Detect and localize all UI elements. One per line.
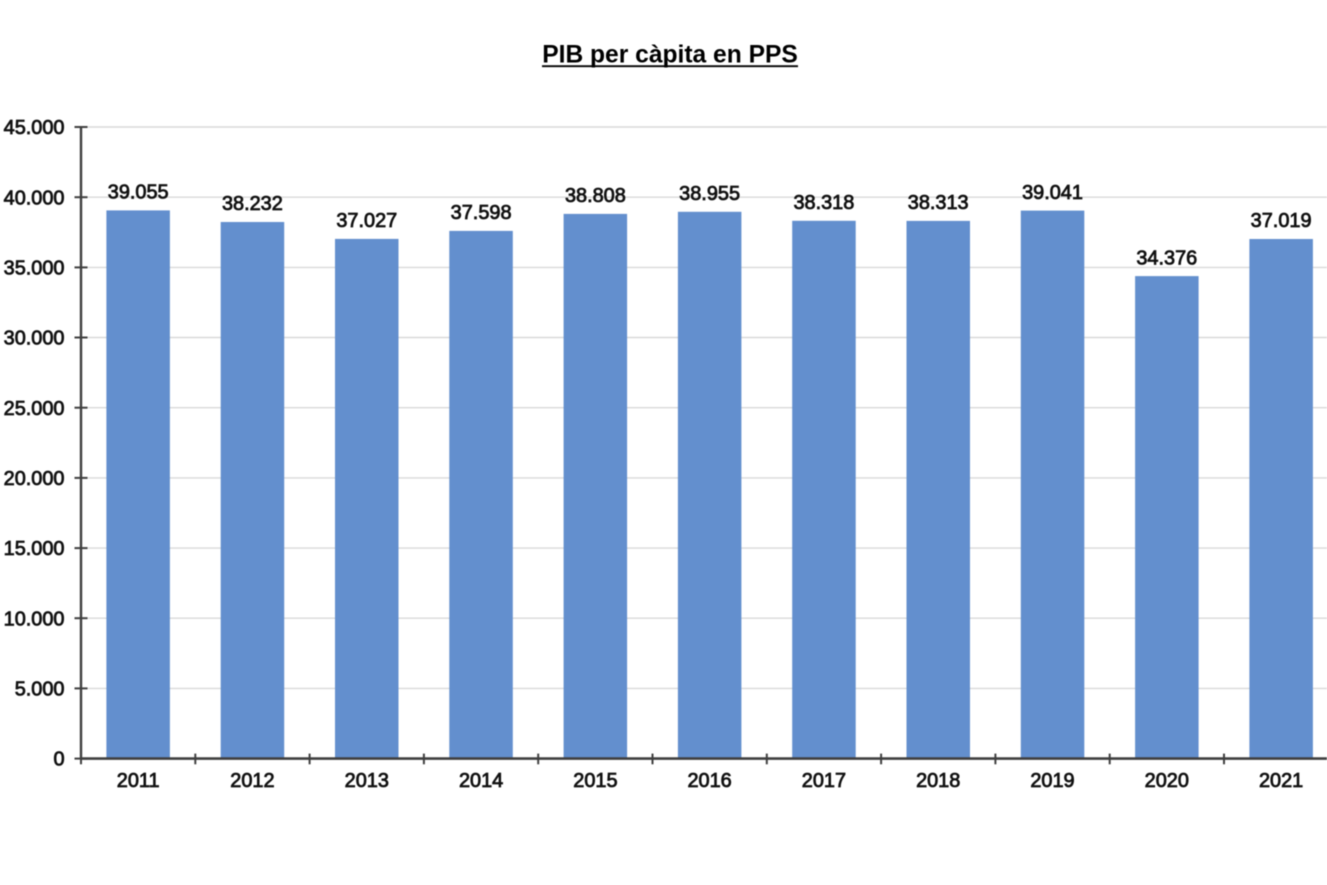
svg-text:5.000: 5.000 — [15, 679, 65, 701]
svg-text:38.808: 38.808 — [565, 185, 626, 207]
svg-text:40.000: 40.000 — [4, 187, 65, 209]
svg-text:2016: 2016 — [687, 770, 731, 792]
svg-text:38.232: 38.232 — [222, 193, 283, 215]
svg-text:2014: 2014 — [459, 770, 503, 792]
svg-text:10.000: 10.000 — [4, 608, 65, 630]
svg-text:2020: 2020 — [1145, 770, 1189, 792]
svg-text:2018: 2018 — [916, 770, 960, 792]
svg-text:25.000: 25.000 — [4, 398, 65, 420]
svg-text:39.041: 39.041 — [1022, 182, 1083, 204]
svg-text:2015: 2015 — [573, 770, 617, 792]
svg-text:0: 0 — [53, 749, 64, 771]
svg-text:39.055: 39.055 — [108, 182, 169, 204]
svg-text:2013: 2013 — [345, 770, 389, 792]
svg-text:2012: 2012 — [230, 770, 274, 792]
svg-text:30.000: 30.000 — [4, 328, 65, 350]
svg-text:37.598: 37.598 — [451, 202, 512, 224]
svg-text:45.000: 45.000 — [4, 117, 65, 139]
svg-text:34.376: 34.376 — [1136, 247, 1197, 269]
svg-text:20.000: 20.000 — [4, 468, 65, 490]
svg-text:38.313: 38.313 — [908, 192, 969, 214]
svg-text:PIB per càpita en PPS: PIB per càpita en PPS — [542, 42, 798, 69]
svg-text:2019: 2019 — [1030, 770, 1074, 792]
svg-text:37.019: 37.019 — [1251, 210, 1312, 232]
svg-text:15.000: 15.000 — [4, 538, 65, 560]
svg-text:2017: 2017 — [802, 770, 846, 792]
svg-text:35.000: 35.000 — [4, 258, 65, 280]
svg-text:38.318: 38.318 — [793, 192, 854, 214]
svg-text:38.955: 38.955 — [679, 183, 740, 205]
svg-text:2021: 2021 — [1259, 770, 1303, 792]
svg-text:37.027: 37.027 — [336, 210, 397, 232]
svg-text:2011: 2011 — [117, 770, 160, 792]
